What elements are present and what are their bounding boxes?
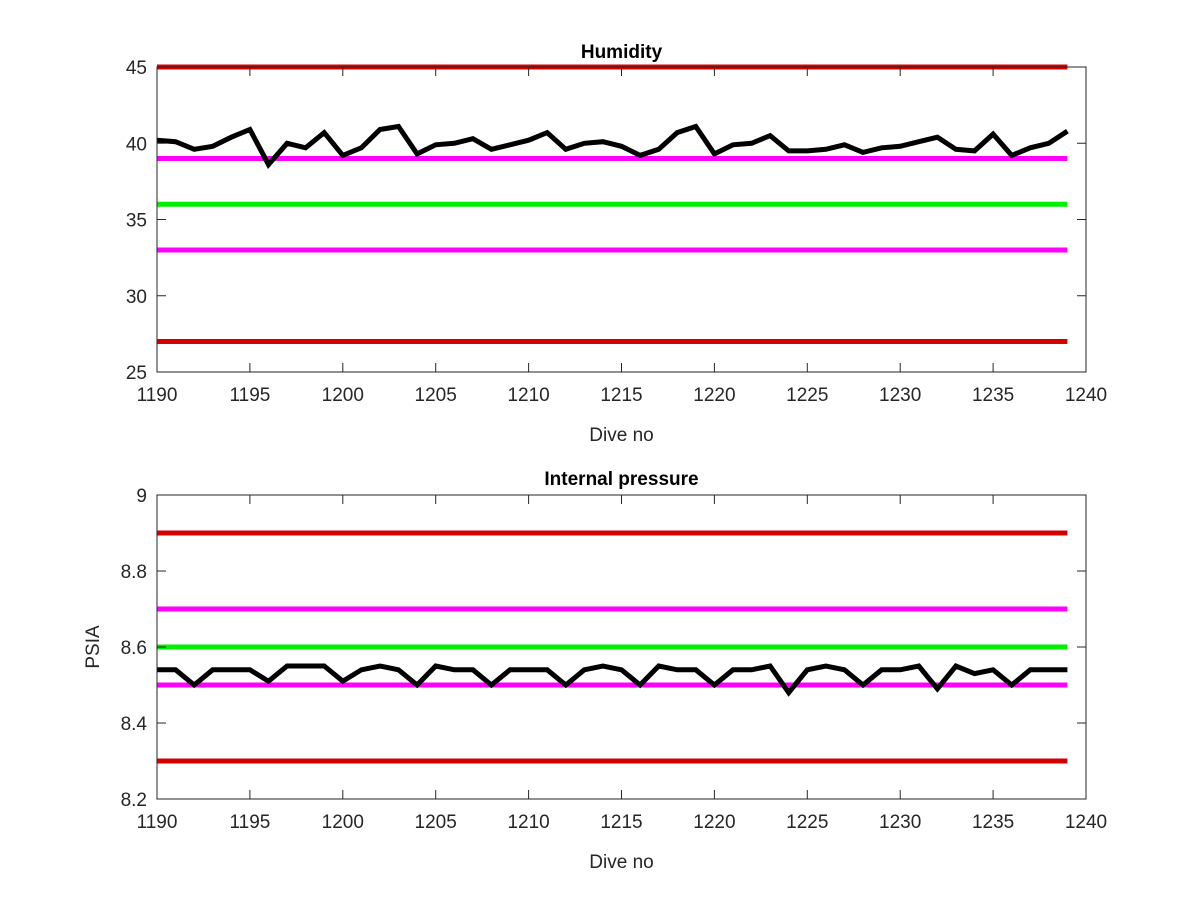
humidity-x-tick-label: 1205 <box>415 385 457 406</box>
humidity-x-tick-label: 1240 <box>1065 385 1107 406</box>
humidity-y-tick-label: 30 <box>126 287 147 308</box>
humidity-chart: 1190 1195 1200 1205 1210 1215 1220 1225 1230 1235… <box>126 42 1107 446</box>
humidity-plot-area <box>157 67 1086 372</box>
humidity-x-tick-label: 1225 <box>786 385 828 406</box>
internal-pressure-y-tick-label: 9 <box>136 486 147 507</box>
internal-pressure-y-tick-label: 8.2 <box>121 790 147 811</box>
humidity-x-tick-label: 1200 <box>322 385 364 406</box>
internal-pressure-x-tick-label: 1205 <box>415 812 457 833</box>
humidity-x-tick-label: 1190 <box>137 385 178 406</box>
humidity-x-tick-label: 1235 <box>972 385 1014 406</box>
internal-pressure-x-tick-label: 1190 <box>137 812 178 833</box>
humidity-x-tick-label: 1210 <box>507 385 549 406</box>
internal-pressure-y-tick-label: 8.4 <box>121 714 148 735</box>
internal-pressure-x-tick-label: 1220 <box>693 812 735 833</box>
internal-pressure-y-tick-label: 8.8 <box>121 562 147 583</box>
humidity-y-tick-label: 35 <box>126 211 147 232</box>
internal-pressure-x-tick-label: 1230 <box>879 812 921 833</box>
internal-pressure-chart: 1190 1195 1200 1205 1210 1215 1220 1225 1230 1235… <box>83 469 1107 873</box>
internal-pressure-x-tick-label: 1225 <box>786 812 828 833</box>
humidity-series-line <box>156 123 1069 169</box>
internal-pressure-title: Internal pressure <box>544 469 698 490</box>
humidity-x-tick-label: 1220 <box>693 385 735 406</box>
internal-pressure-x-tick-label: 1235 <box>972 812 1014 833</box>
internal-pressure-y-axis-label: PSIA <box>83 625 104 669</box>
internal-pressure-x-tick-label: 1215 <box>600 812 642 833</box>
internal-pressure-x-axis-label: Dive no <box>589 852 653 873</box>
internal-pressure-x-tick-label: 1240 <box>1065 812 1107 833</box>
humidity-x-tick-label: 1195 <box>229 385 270 406</box>
internal-pressure-x-tick-label: 1200 <box>322 812 364 833</box>
humidity-x-tick-label: 1215 <box>600 385 642 406</box>
internal-pressure-series-line <box>157 662 1068 697</box>
humidity-y-tick-label: 40 <box>126 134 147 155</box>
internal-pressure-y-tick-label: 8.6 <box>121 638 147 659</box>
internal-pressure-x-tick-label: 1195 <box>229 812 270 833</box>
humidity-y-tick-label: 25 <box>126 363 147 384</box>
humidity-x-axis-label: Dive no <box>589 425 653 446</box>
humidity-y-tick-label: 45 <box>126 58 147 79</box>
humidity-title: Humidity <box>581 42 663 63</box>
humidity-x-tick-label: 1230 <box>879 385 921 406</box>
internal-pressure-x-tick-label: 1210 <box>507 812 549 833</box>
